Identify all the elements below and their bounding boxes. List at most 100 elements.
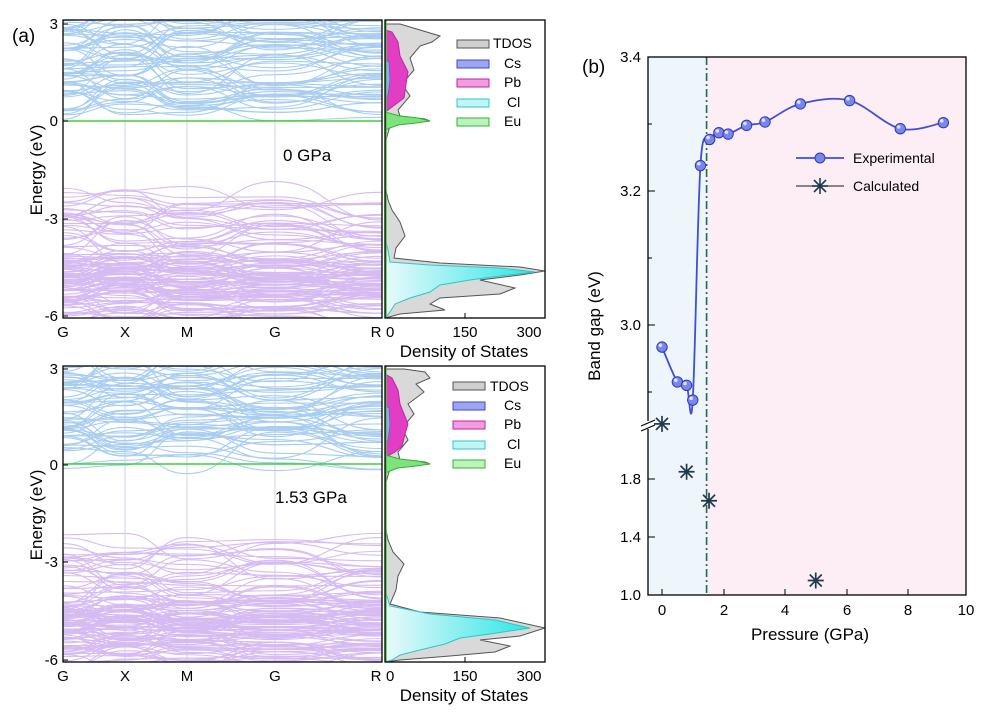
- plot-frame: [62, 19, 383, 319]
- svg-text:6: 6: [843, 602, 851, 619]
- band-line: [63, 20, 382, 36]
- band-line: [63, 43, 382, 75]
- band-line: [63, 20, 382, 36]
- band-line: [63, 190, 382, 219]
- svg-text:3.4: 3.4: [620, 49, 641, 66]
- svg-text:G: G: [269, 668, 281, 685]
- band-line: [63, 249, 382, 268]
- band-panel-0: (a) 0 GPa Energy (eV) 3 0 -3 -6 G X M G …: [12, 16, 383, 341]
- svg-text:3.0: 3.0: [620, 317, 641, 334]
- dos-panel-1: TDOS Cs Pb Cl Eu 0 150 300 Density of St…: [384, 365, 546, 705]
- band-line: [63, 419, 382, 459]
- experimental-point-highlight: [743, 121, 747, 126]
- band-line: [63, 205, 382, 241]
- band-line: [63, 645, 382, 656]
- band-line: [63, 605, 382, 630]
- y-axis-label: Energy (eV): [27, 470, 46, 561]
- plot-frame: [647, 56, 967, 596]
- band-line: [236, 20, 382, 39]
- band-line: [63, 374, 382, 404]
- band-line: [63, 404, 382, 436]
- band-line: [63, 372, 382, 404]
- svg-text:M: M: [181, 668, 194, 685]
- svg-text:2: 2: [720, 602, 728, 619]
- band-line: [63, 400, 382, 416]
- band-line: [63, 294, 382, 311]
- dos-legend-0: TDOS Cs Pb Cl Eu: [456, 35, 532, 129]
- band-line: [63, 234, 382, 259]
- svg-text:0: 0: [386, 668, 394, 685]
- band-line: [63, 559, 382, 600]
- band-line: [63, 373, 382, 388]
- band-line: [63, 20, 382, 47]
- dos-x-label-1: Density of States: [400, 686, 529, 705]
- svg-text:300: 300: [516, 668, 541, 685]
- cl-pdos-0: [385, 237, 536, 318]
- svg-text:3: 3: [50, 16, 58, 33]
- y-axis-label-b: Band gap (eV): [585, 271, 604, 381]
- svg-text:Experimental: Experimental: [853, 150, 935, 166]
- svg-text:-3: -3: [45, 554, 58, 571]
- plot-frame: [62, 365, 383, 663]
- band-line: [63, 298, 382, 318]
- band-line: [63, 90, 382, 116]
- band-line: [63, 209, 382, 241]
- dos-panel-0: TDOS Cs Pb Cl Eu 0 150 300 Density of St…: [384, 19, 546, 361]
- band-line: [222, 308, 330, 318]
- band-line: [63, 368, 382, 401]
- band-line: [63, 366, 382, 390]
- band-line: [63, 267, 382, 294]
- band-line: [63, 628, 382, 652]
- band-line: [63, 427, 382, 445]
- band-line: [63, 536, 382, 565]
- pressure-annotation-0: 0 GPa: [283, 146, 332, 165]
- band-line: [63, 618, 382, 641]
- band-line: [63, 532, 382, 576]
- panel-label-a: (a): [12, 26, 35, 47]
- panel-label-b: (b): [582, 57, 605, 78]
- experimental-point-highlight: [846, 96, 850, 101]
- band-line: [63, 645, 382, 662]
- experimental-point: [687, 394, 699, 406]
- x-ticks-b: 0 2 4 6 8 10: [658, 589, 974, 619]
- band-line: [63, 257, 382, 273]
- band-line: [63, 575, 382, 594]
- svg-text:0: 0: [50, 457, 58, 474]
- y-axis-label: Energy (eV): [27, 125, 46, 216]
- band-line: [63, 189, 382, 228]
- experimental-point: [680, 379, 693, 391]
- band-line: [140, 303, 382, 318]
- band-line: [63, 308, 188, 318]
- band-line: [80, 648, 382, 662]
- dos-legend-1: TDOS Cs Pb Cl Eu: [452, 378, 529, 471]
- band-line: [63, 297, 382, 318]
- calculated-point: [701, 492, 718, 509]
- pressure-annotation-1: 1.53 GPa: [275, 488, 347, 507]
- experimental-point-highlight: [896, 125, 901, 129]
- legend-marker-calculated: [812, 178, 828, 194]
- band-line: [63, 379, 382, 416]
- band-line: [63, 252, 382, 273]
- calculated-point: [807, 572, 824, 589]
- band-line: [90, 366, 382, 384]
- band-line: [86, 20, 303, 28]
- band-line: [63, 260, 382, 274]
- svg-text:4: 4: [781, 602, 789, 619]
- calculated-point: [678, 463, 695, 480]
- band-line: [63, 20, 382, 40]
- svg-text:Eu: Eu: [504, 113, 521, 129]
- kpoint-labels-1: G X M G R: [57, 668, 381, 685]
- band-line: [63, 22, 382, 55]
- low-pressure-region: [648, 57, 707, 595]
- band-line: [63, 212, 382, 235]
- band-line: [63, 429, 382, 471]
- band-line: [63, 284, 382, 311]
- experimental-point: [656, 341, 668, 353]
- cl-pdos-1: [385, 589, 531, 662]
- svg-text:M: M: [181, 324, 194, 341]
- experimental-point-highlight: [761, 118, 766, 122]
- band-line: [63, 276, 382, 292]
- high-pressure-region: [706, 57, 966, 595]
- band-line: [63, 255, 382, 276]
- band-line: [63, 405, 382, 438]
